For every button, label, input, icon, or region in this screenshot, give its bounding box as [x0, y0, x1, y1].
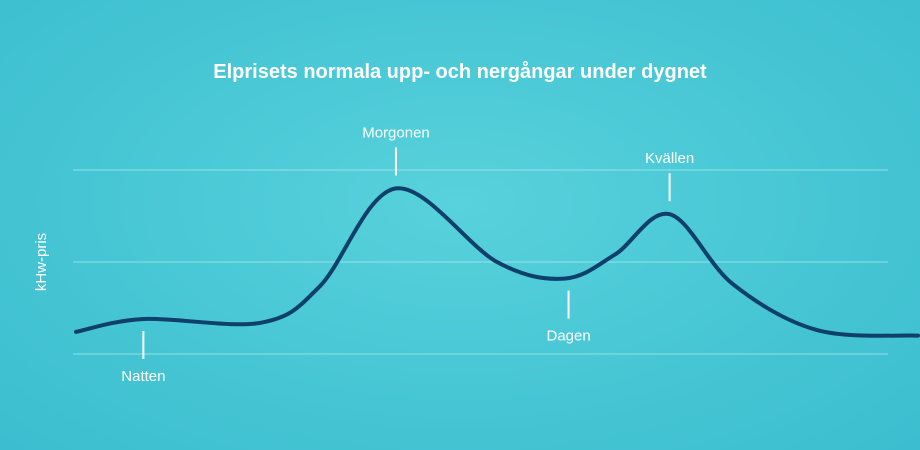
annotations: Natten Morgonen Dagen Kvällen — [121, 124, 694, 385]
annotation-label-morgonen: Morgonen — [362, 124, 430, 141]
y-axis-label: kHw-pris — [33, 233, 50, 291]
annotation-label-kv-llen: Kvällen — [645, 150, 694, 167]
chart-title: Elprisets normala upp- och nergångar und… — [213, 60, 707, 83]
series-line — [74, 186, 920, 338]
annotation-label-natten: Natten — [121, 368, 165, 385]
annotation-label-dagen: Dagen — [546, 328, 590, 345]
grid — [73, 169, 888, 355]
